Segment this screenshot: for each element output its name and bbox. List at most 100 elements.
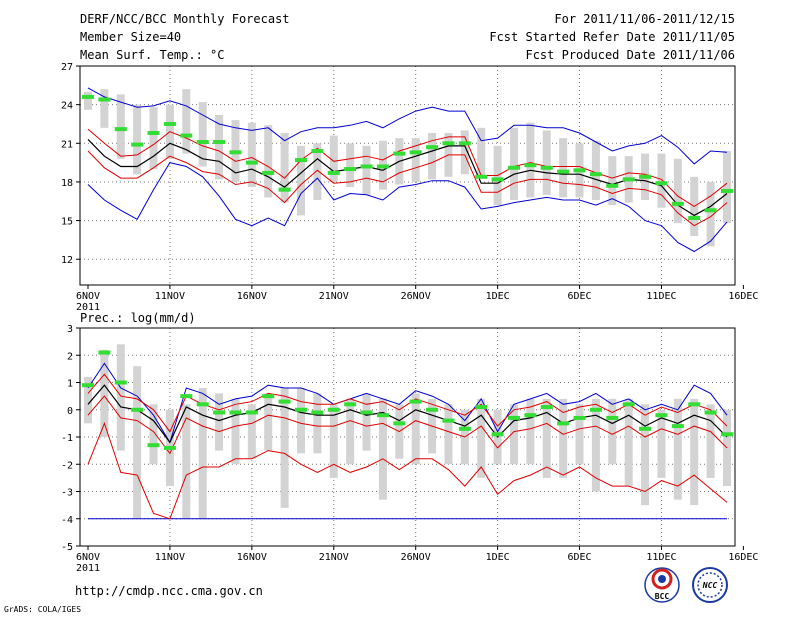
- ensemble-box: [477, 398, 486, 478]
- x-tick-label: 6DEC: [567, 291, 591, 302]
- median-marker: [491, 177, 504, 182]
- ensemble-box: [116, 94, 125, 159]
- ensemble-mean-line: [87, 138, 728, 217]
- y-tick-label: 15: [61, 217, 73, 228]
- median-marker: [704, 208, 717, 213]
- median-marker: [491, 432, 504, 437]
- median-marker: [213, 410, 226, 415]
- member-size-label: Member Size=40: [80, 30, 181, 44]
- y-tick-label: 18: [61, 178, 73, 189]
- median-marker: [327, 407, 340, 412]
- median-marker: [114, 127, 127, 132]
- ensemble-box: [215, 393, 224, 451]
- ensemble-box: [591, 140, 600, 200]
- median-marker: [524, 163, 537, 168]
- ensemble-box: [297, 387, 305, 454]
- median-marker: [360, 164, 373, 169]
- ensemble-box: [133, 366, 142, 519]
- ensemble-box: [84, 377, 92, 424]
- ensemble-box: [608, 398, 617, 465]
- median-marker: [262, 394, 275, 399]
- ensemble-box: [575, 404, 584, 465]
- spread-lowest-line: [87, 421, 728, 520]
- ensemble-box: [362, 393, 371, 451]
- median-marker: [278, 187, 291, 192]
- ensemble-box: [526, 398, 535, 465]
- median-marker: [376, 413, 389, 418]
- ensemble-mean-line: [87, 384, 728, 444]
- x-tick-label: 16DEC: [728, 552, 758, 563]
- median-marker: [245, 160, 258, 165]
- temperature-variable-label: Mean Surf. Temp.: °C: [80, 48, 225, 62]
- ensemble-box: [657, 409, 666, 478]
- median-marker: [360, 410, 373, 415]
- y-tick-label: -1: [61, 433, 73, 444]
- median-marker: [163, 121, 176, 126]
- ensemble-box: [116, 344, 125, 451]
- ensemble-box: [673, 158, 682, 224]
- ensemble-box: [657, 153, 666, 208]
- ensemble-box: [182, 404, 191, 519]
- envelope-lower-line: [87, 162, 728, 253]
- median-marker: [557, 421, 570, 426]
- median-marker: [344, 167, 357, 172]
- median-marker: [589, 172, 602, 177]
- ensemble-box: [559, 138, 568, 198]
- median-marker: [131, 142, 144, 147]
- ensemble-box: [723, 151, 731, 224]
- x-tick-label: 21NOV: [319, 291, 349, 302]
- ensemble-box: [198, 102, 207, 167]
- ensemble-box: [84, 91, 92, 110]
- ensemble-box: [411, 393, 420, 465]
- x-tick-label: 21NOV: [319, 552, 349, 563]
- median-marker: [262, 170, 275, 175]
- footer-url-link[interactable]: http://cmdp.ncc.cma.gov.cn: [75, 584, 263, 598]
- median-marker: [98, 97, 111, 102]
- ensemble-box: [706, 181, 715, 247]
- x-tick-label: 11NOV: [155, 552, 185, 563]
- ensemble-box: [542, 130, 551, 195]
- median-marker: [344, 402, 357, 407]
- ensemble-box: [247, 122, 256, 188]
- median-marker: [311, 149, 324, 154]
- ensemble-box: [706, 404, 715, 478]
- median-marker: [704, 410, 717, 415]
- median-marker: [639, 174, 652, 179]
- x-tick-label: 6DEC: [567, 552, 591, 563]
- spread-upper-line: [87, 128, 728, 207]
- median-marker: [229, 150, 242, 155]
- ensemble-box: [411, 138, 420, 182]
- ensemble-box: [264, 393, 273, 451]
- median-marker: [721, 432, 733, 437]
- median-marker: [508, 415, 520, 420]
- median-marker: [688, 216, 701, 221]
- median-marker: [213, 140, 226, 145]
- ensemble-box: [378, 398, 387, 500]
- ncc-logo-text: NCC: [702, 581, 718, 590]
- x-tick-label: 6NOV 2011: [76, 552, 100, 574]
- median-marker: [295, 407, 307, 412]
- ensemble-box: [280, 132, 289, 203]
- median-marker: [147, 443, 160, 448]
- median-marker: [622, 177, 635, 182]
- ensemble-box: [591, 398, 600, 492]
- ensemble-box: [313, 393, 322, 454]
- y-tick-label: 21: [61, 139, 73, 150]
- ensemble-box: [608, 156, 617, 206]
- median-marker: [589, 407, 602, 412]
- ensemble-box: [329, 404, 338, 478]
- y-tick-label: -2: [61, 460, 73, 471]
- median-marker: [393, 421, 406, 426]
- ensemble-box: [624, 398, 633, 487]
- ensemble-box: [526, 122, 535, 198]
- ensemble-box: [133, 104, 142, 175]
- ensemble-box: [198, 387, 207, 519]
- bcc-logo-text: BCC: [655, 592, 670, 601]
- median-marker: [131, 407, 144, 412]
- median-marker: [82, 383, 94, 388]
- ensemble-box: [346, 398, 355, 465]
- precipitation-panel: -5 -4 -3 -2 -1 0 1 2 3 6NOV 2011 11NOV 16NOV 21NOV 26N…: [61, 324, 758, 574]
- median-marker: [245, 410, 258, 415]
- spread-lower-line: [87, 150, 728, 227]
